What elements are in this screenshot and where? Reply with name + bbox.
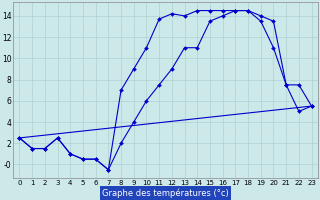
X-axis label: Graphe des températures (°c): Graphe des températures (°c) (102, 188, 229, 198)
